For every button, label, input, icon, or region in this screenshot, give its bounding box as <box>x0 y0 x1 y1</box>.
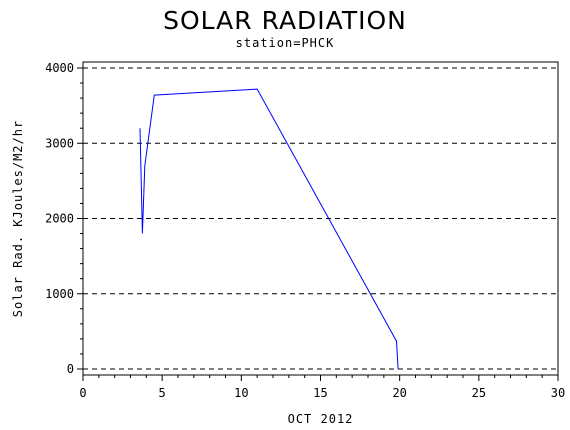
x-tick-label: 5 <box>159 386 166 400</box>
x-tick-label: 20 <box>392 386 406 400</box>
series-lines <box>139 88 399 370</box>
x-tick-label: 15 <box>313 386 327 400</box>
y-tick-label: 3000 <box>45 136 74 150</box>
grid-lines <box>83 67 558 370</box>
y-axis-label: Solar Rad. KJoules/M2/hr <box>11 120 25 317</box>
chart-subtitle: station=PHCK <box>235 36 335 50</box>
x-tick-label: 10 <box>234 386 248 400</box>
x-tick-label: 30 <box>551 386 565 400</box>
y-tick-label: 2000 <box>45 212 74 226</box>
y-tick-label: 1000 <box>45 287 74 301</box>
series-line-0 <box>139 88 399 370</box>
chart-title: SOLAR RADIATION <box>163 6 407 35</box>
x-tick-label: 25 <box>472 386 486 400</box>
y-tick-label: 0 <box>67 362 74 376</box>
x-tick-label: 0 <box>79 386 86 400</box>
axes: 0 1000 2000 3000 4000 0 5 10 15 20 25 30 <box>45 61 565 400</box>
y-tick-label: 4000 <box>45 61 74 75</box>
x-axis-label: OCT 2012 <box>288 412 354 426</box>
